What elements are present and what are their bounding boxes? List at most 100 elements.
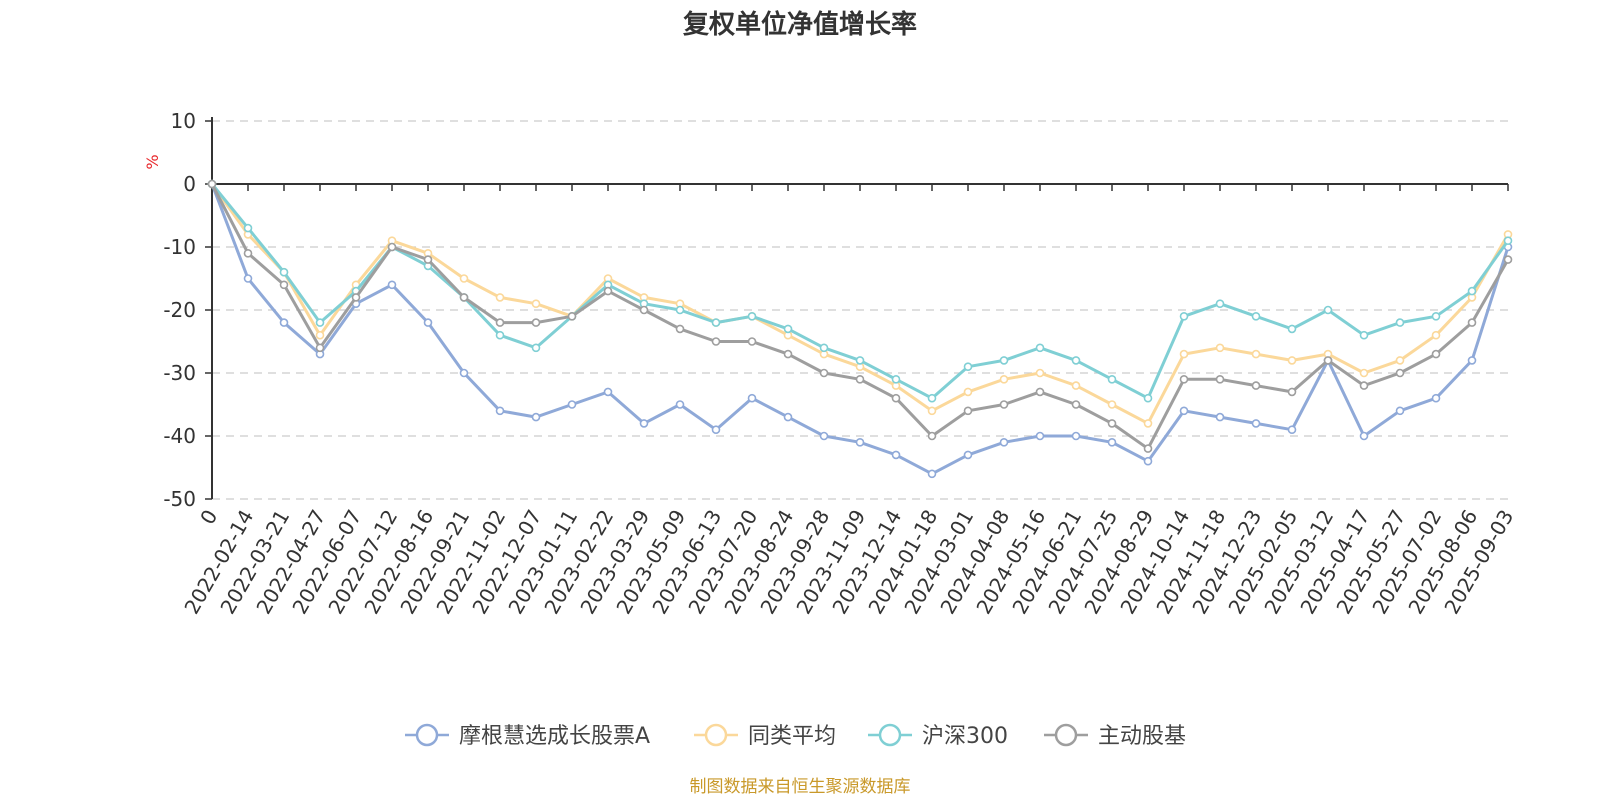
- legend-label: 同类平均: [748, 724, 836, 749]
- data-point: [567, 400, 577, 409]
- legend-label: 摩根慧选成长股票A: [459, 724, 650, 749]
- y-tick-label: -20: [163, 298, 196, 322]
- y-tick-label: -50: [163, 487, 196, 511]
- data-point: [1215, 343, 1225, 353]
- legend-item-3[interactable]: 主动股基: [1044, 723, 1186, 749]
- data-point: [927, 393, 937, 403]
- data-point: [243, 274, 253, 283]
- data-point: [855, 374, 865, 384]
- series-2: [207, 179, 1513, 403]
- data-point: [495, 330, 505, 340]
- data-point: [1107, 374, 1117, 384]
- data-point: [279, 280, 289, 290]
- data-point: [1359, 330, 1369, 340]
- data-point: [459, 274, 469, 283]
- data-point: [387, 242, 397, 252]
- data-point: [243, 249, 253, 258]
- data-point: [711, 318, 721, 327]
- data-point: [783, 412, 793, 422]
- legend-item-1[interactable]: 同类平均: [694, 723, 836, 749]
- data-point: [1395, 406, 1405, 416]
- data-point: [1107, 437, 1117, 447]
- data-point: [243, 223, 253, 233]
- data-point: [1179, 374, 1189, 384]
- legend-item-0[interactable]: 摩根慧选成长股票A: [405, 723, 650, 749]
- data-point: [783, 349, 793, 359]
- data-point: [531, 343, 541, 353]
- data-point: [495, 293, 505, 302]
- data-point: [1323, 356, 1333, 365]
- data-point: [855, 356, 865, 365]
- data-point: [495, 318, 505, 327]
- data-point: [1215, 299, 1225, 309]
- data-point: [711, 337, 721, 346]
- y-tick-labels: 10 0 -10 -20 -30 -40 -50: [163, 109, 196, 511]
- data-point: [1359, 431, 1369, 441]
- data-point: [1071, 381, 1081, 390]
- legend[interactable]: 摩根慧选成长股票A 同类平均 沪深300 主动股基: [405, 723, 1186, 749]
- data-point: [1251, 311, 1261, 321]
- data-point: [783, 324, 793, 334]
- data-point: [531, 318, 541, 327]
- data-point: [279, 318, 289, 327]
- data-point: [1287, 356, 1297, 365]
- data-point: [927, 406, 937, 416]
- legend-marker: [878, 723, 902, 747]
- data-point: [1035, 343, 1045, 353]
- data-point: [927, 431, 937, 441]
- data-point: [999, 400, 1009, 409]
- x-tick-labels: 02022-02-142022-03-212022-04-272022-06-0…: [179, 506, 1518, 619]
- data-point: [1287, 324, 1297, 334]
- source-note: 制图数据来自恒生聚源数据库: [690, 777, 911, 797]
- series-1: [207, 179, 1513, 428]
- data-point: [639, 305, 649, 315]
- data-point: [1071, 356, 1081, 365]
- data-point: [999, 437, 1009, 447]
- data-point: [1503, 255, 1513, 264]
- data-point: [1467, 286, 1477, 296]
- data-point: [351, 293, 361, 302]
- series-lines: [207, 179, 1513, 479]
- data-point: [603, 286, 613, 296]
- data-point: [1179, 349, 1189, 359]
- data-point: [1143, 393, 1153, 403]
- data-point: [711, 425, 721, 435]
- data-point: [1359, 381, 1369, 390]
- data-point: [747, 393, 757, 403]
- y-tick-label: -10: [163, 235, 196, 259]
- data-point: [1107, 400, 1117, 409]
- data-point: [747, 337, 757, 346]
- series-3: [207, 179, 1513, 453]
- chart-title: 复权单位净值增长率: [683, 9, 917, 40]
- data-point: [819, 368, 829, 378]
- data-point: [747, 311, 757, 321]
- data-point: [1179, 406, 1189, 416]
- data-point: [963, 450, 973, 460]
- grid-lines: [212, 120, 1508, 500]
- data-point: [855, 437, 865, 447]
- data-point: [1395, 318, 1405, 327]
- data-point: [999, 356, 1009, 365]
- data-point: [1251, 381, 1261, 390]
- data-point: [1035, 387, 1045, 397]
- data-point: [1287, 387, 1297, 397]
- data-point: [963, 387, 973, 397]
- data-point: [315, 318, 325, 327]
- data-point: [423, 255, 433, 264]
- data-point: [1431, 393, 1441, 403]
- y-tick-label: 10: [171, 109, 196, 133]
- data-point: [1395, 368, 1405, 378]
- data-point: [675, 324, 685, 334]
- data-point: [1179, 311, 1189, 321]
- data-point: [207, 179, 217, 189]
- data-point: [891, 374, 901, 384]
- data-point: [315, 343, 325, 353]
- data-point: [963, 406, 973, 416]
- y-tick-label: 0: [183, 172, 196, 196]
- data-point: [567, 311, 577, 321]
- legend-marker: [1054, 723, 1078, 747]
- legend-marker: [415, 723, 439, 747]
- series-0: [207, 179, 1513, 479]
- data-point: [1467, 356, 1477, 365]
- legend-item-2[interactable]: 沪深300: [868, 723, 1008, 749]
